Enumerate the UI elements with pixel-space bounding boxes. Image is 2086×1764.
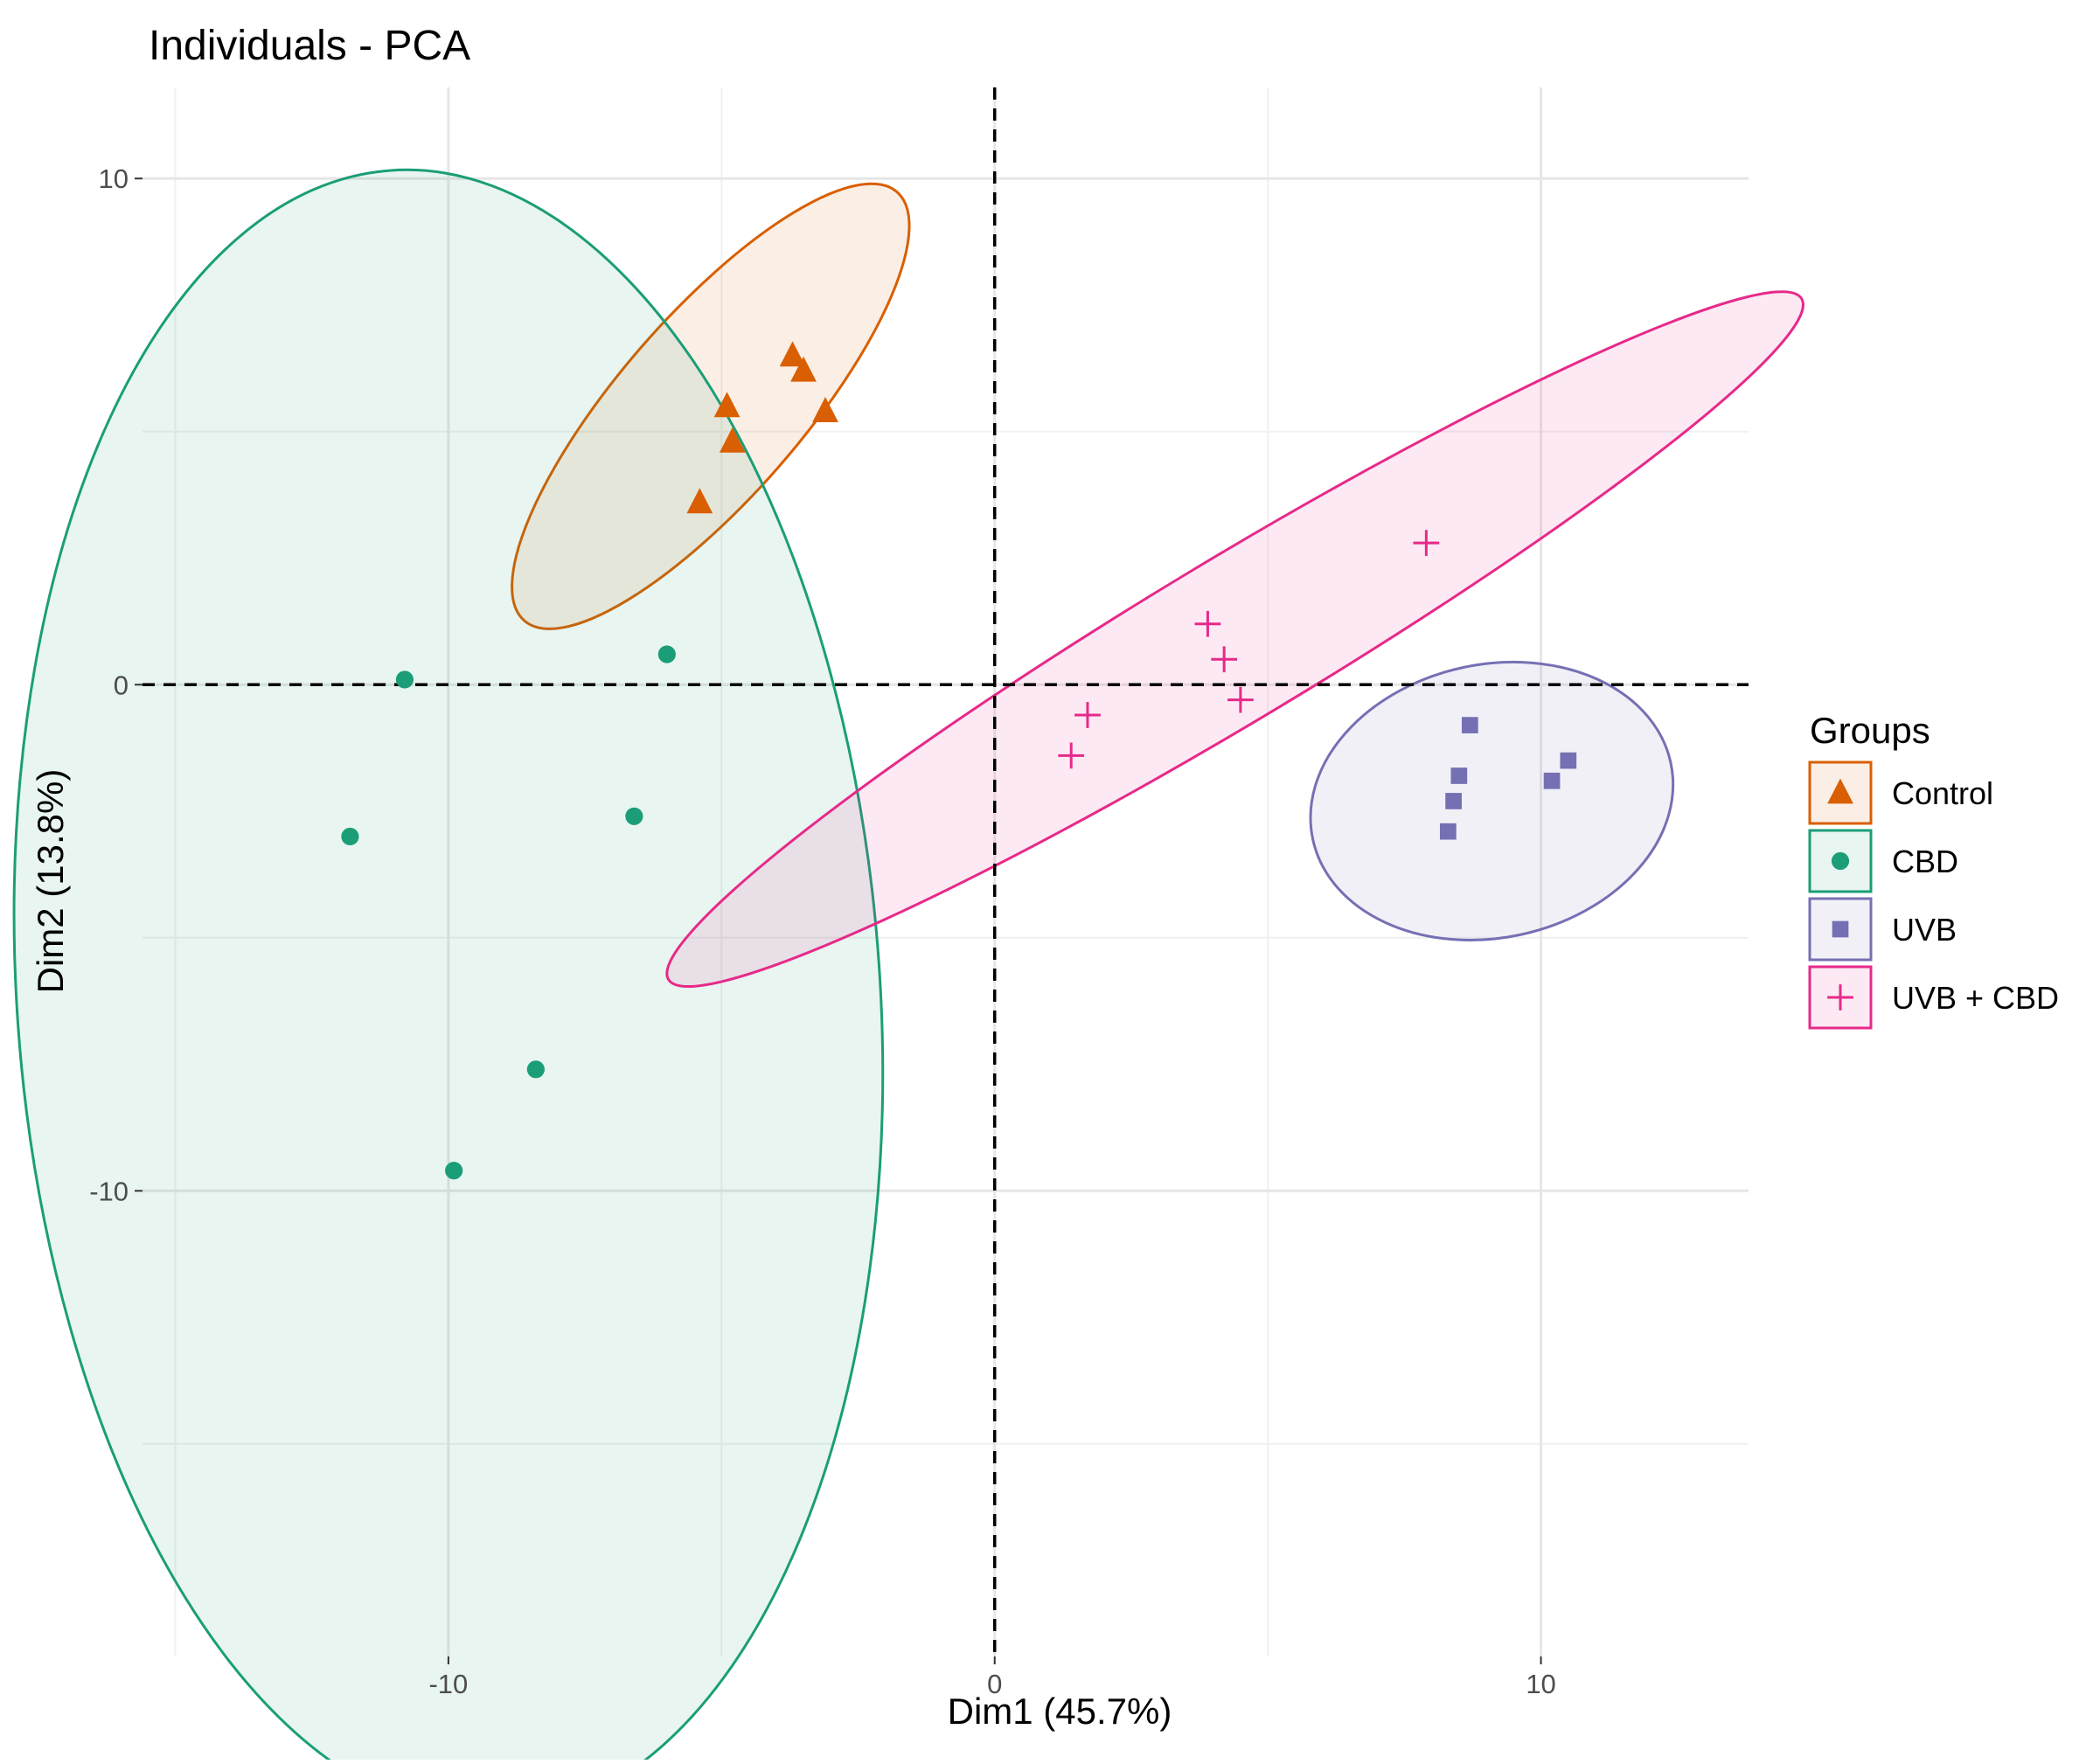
point-uvb-cbd [1074, 702, 1101, 728]
point-uvb [1461, 717, 1478, 733]
point-control [790, 356, 817, 382]
point-control [713, 392, 741, 418]
point-uvb [1445, 793, 1462, 809]
legend-key-uvb [1808, 897, 1873, 962]
x-tick-label: 0 [987, 1669, 1002, 1699]
point-cbd [395, 670, 414, 689]
point-layer [341, 341, 1577, 1180]
legend-item-control: Control [1808, 760, 1993, 825]
point-cbd [341, 827, 359, 846]
point-uvb-cbd [1211, 646, 1238, 673]
legend-item-uvb: UVB [1808, 897, 1957, 962]
point-uvb-cbd [1058, 742, 1085, 769]
legend-label-uvb: UVB [1892, 912, 1957, 948]
point-control [812, 397, 838, 423]
ellipse-control [511, 182, 911, 630]
ellipse-cbd [12, 168, 885, 1764]
ellipse-layer [12, 168, 1804, 1764]
point-uvb-cbd [1413, 530, 1440, 557]
point-cbd [625, 807, 643, 825]
y-tick-label: 10 [99, 163, 129, 194]
point-control [719, 427, 746, 453]
legend-marker-cbd [1831, 851, 1850, 871]
point-uvb [1543, 772, 1561, 789]
legend-marker-uvb-cbd [1827, 984, 1853, 1010]
x-tick-label: -10 [428, 1669, 468, 1699]
point-cbd [526, 1060, 545, 1079]
y-axis-title: Dim2 (13.8%) [30, 769, 71, 994]
legend-label-cbd: CBD [1892, 844, 1958, 879]
y-tick-label: 0 [114, 670, 129, 700]
legend-label-control: Control [1892, 775, 1993, 811]
point-control [686, 488, 713, 514]
point-control [779, 341, 806, 367]
point-uvb-cbd [1227, 686, 1254, 713]
point-uvb [1439, 823, 1457, 840]
chart-title: Individuals - PCA [149, 23, 470, 69]
point-uvb [1560, 752, 1577, 769]
legend-title: Groups [1810, 710, 1930, 751]
x-tick-label: 10 [1526, 1669, 1555, 1699]
axis-layer: -10 0 10 -10 0 10 [89, 163, 1556, 1699]
x-axis-title: Dim1 (45.7%) [948, 1691, 1172, 1732]
legend: Groups Control CBD UVB UVB + CBD [1808, 710, 2059, 1030]
legend-marker-uvb [1832, 920, 1849, 938]
legend-label-uvb-cbd: UVB + CBD [1892, 980, 2059, 1016]
legend-marker-control [1827, 778, 1853, 804]
legend-items: Control CBD UVB UVB + CBD [1808, 760, 2059, 1030]
point-uvb-cbd [1194, 610, 1221, 637]
ellipse-uvb-cbd [665, 290, 1804, 989]
point-uvb [1450, 767, 1468, 784]
legend-item-cbd: CBD [1808, 829, 1958, 893]
legend-item-uvb-cbd: UVB + CBD [1808, 965, 2059, 1030]
point-cbd [445, 1162, 463, 1180]
y-tick-label: -10 [89, 1176, 129, 1206]
reference-lines [143, 87, 1749, 1656]
ellipse-uvb [1309, 660, 1675, 941]
point-cbd [657, 645, 676, 663]
